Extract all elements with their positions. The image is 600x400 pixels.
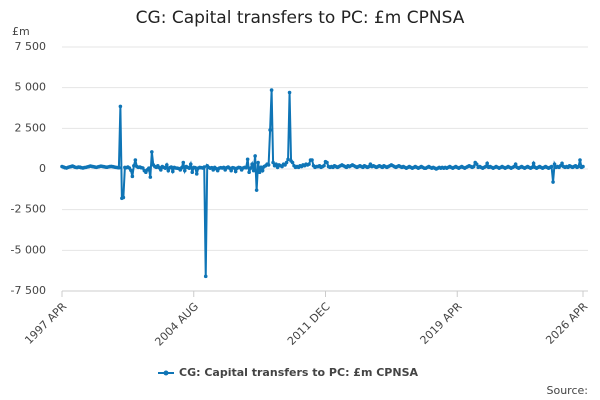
legend-label: CG: Capital transfers to PC: £m CPNSA xyxy=(179,366,419,379)
x-tick-label: 1997 APR xyxy=(22,300,69,347)
data-point xyxy=(260,168,265,173)
y-tick-label: 7 500 xyxy=(15,40,47,53)
data-point xyxy=(248,166,253,170)
x-tick-label: 2019 APR xyxy=(418,300,465,347)
data-point xyxy=(551,180,555,184)
data-point xyxy=(552,162,557,166)
data-point xyxy=(257,170,262,175)
data-point xyxy=(290,160,295,165)
data-point xyxy=(190,170,195,175)
y-tick-label: 5 000 xyxy=(15,81,47,94)
data-point xyxy=(245,157,250,162)
y-tick-label: -2 500 xyxy=(11,203,46,216)
data-point xyxy=(471,164,476,169)
data-point xyxy=(130,174,135,179)
data-point xyxy=(286,157,290,162)
data-point xyxy=(576,164,581,169)
data-point xyxy=(322,163,326,168)
data-point xyxy=(187,166,192,170)
data-point xyxy=(325,160,329,165)
data-point xyxy=(188,162,193,166)
data-point xyxy=(250,162,254,166)
data-point xyxy=(202,165,207,169)
source-label: Source: xyxy=(547,384,589,397)
data-point xyxy=(121,195,126,200)
y-unit-label: £m xyxy=(12,25,30,38)
data-point xyxy=(269,88,274,92)
data-point xyxy=(266,163,271,167)
y-tick-label: -7 500 xyxy=(11,284,46,297)
data-point xyxy=(549,164,554,169)
data-point xyxy=(251,168,256,173)
data-point xyxy=(141,166,145,170)
data-point xyxy=(247,170,251,175)
data-point xyxy=(193,165,198,170)
data-point xyxy=(203,274,208,279)
data-point xyxy=(132,163,136,168)
data-point xyxy=(148,175,153,179)
data-point xyxy=(513,162,518,166)
series-line xyxy=(61,90,584,277)
data-point xyxy=(307,162,311,166)
data-point xyxy=(233,169,238,174)
x-tick-label: 2026 APR xyxy=(543,300,590,347)
data-point xyxy=(129,168,133,173)
data-point xyxy=(560,161,564,166)
x-tick-label: 2011 DEC xyxy=(285,300,333,348)
data-point xyxy=(531,161,536,166)
data-point xyxy=(159,168,163,172)
data-point xyxy=(169,165,174,169)
y-tick-label: 0 xyxy=(39,162,46,175)
data-point xyxy=(117,165,121,170)
data-point xyxy=(253,154,257,158)
data-point xyxy=(163,166,168,170)
data-point xyxy=(194,172,199,176)
data-point xyxy=(232,166,236,170)
data-point xyxy=(150,150,154,154)
data-point xyxy=(259,165,263,170)
x-tick-label: 2004 AUG xyxy=(152,300,201,349)
data-point xyxy=(179,165,184,170)
data-point xyxy=(474,162,479,166)
data-point xyxy=(118,104,123,109)
data-point xyxy=(483,164,488,169)
data-point xyxy=(485,161,489,166)
legend-marker xyxy=(163,370,169,376)
data-point xyxy=(182,168,187,173)
data-point xyxy=(271,160,275,165)
data-point xyxy=(578,158,582,162)
data-point xyxy=(181,160,186,165)
data-point xyxy=(268,128,272,132)
data-point xyxy=(310,158,314,162)
data-point xyxy=(274,162,278,166)
data-point xyxy=(244,165,248,170)
data-point xyxy=(530,165,534,170)
y-tick-label: -5 000 xyxy=(11,243,46,256)
data-point xyxy=(581,164,585,169)
data-point xyxy=(287,90,292,95)
data-point xyxy=(229,168,233,173)
data-point xyxy=(254,188,259,192)
data-point xyxy=(166,168,171,173)
data-point xyxy=(284,160,289,165)
data-point xyxy=(170,169,175,174)
data-point xyxy=(147,166,151,170)
y-tick-label: 2 500 xyxy=(15,121,47,134)
chart-title: CG: Capital transfers to PC: £m CPNSA xyxy=(136,8,465,28)
data-point xyxy=(256,160,260,165)
data-point xyxy=(164,163,169,167)
data-point xyxy=(133,158,138,162)
